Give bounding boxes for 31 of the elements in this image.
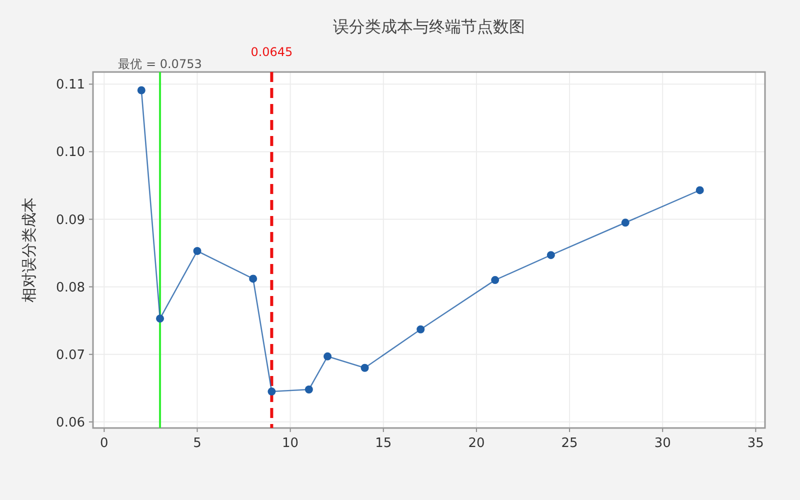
- y-tick-label: 0.09: [56, 212, 85, 228]
- y-tick-label: 0.06: [56, 415, 85, 430]
- x-tick-label: 15: [375, 436, 392, 451]
- x-tick-label: 20: [468, 436, 485, 451]
- x-tick-label: 25: [561, 436, 578, 451]
- point: [268, 388, 276, 396]
- x-tick-label: 5: [193, 436, 202, 451]
- text: 0.0645: [250, 45, 293, 59]
- x-tick-label: 10: [282, 436, 299, 451]
- point: [491, 276, 500, 284]
- point: [360, 364, 369, 372]
- point: [696, 186, 704, 194]
- y-axis-title: 相对误分类成本: [20, 198, 38, 302]
- point: [546, 251, 555, 260]
- point: [156, 314, 164, 323]
- y-tick-label: 0.10: [56, 145, 85, 160]
- text: 最优 = 0.0753: [118, 57, 202, 71]
- point: [249, 274, 258, 283]
- y-tick-label: 0.11: [56, 78, 85, 93]
- x-tick-label: 30: [654, 436, 671, 451]
- point: [324, 352, 332, 360]
- x-tick-label: 0: [100, 436, 108, 451]
- y-tick-label: 0.08: [56, 280, 85, 296]
- point: [304, 385, 313, 394]
- point: [416, 325, 425, 334]
- point: [137, 86, 146, 94]
- chart-title: 误分类成本与终端节点数图: [333, 17, 525, 36]
- y-tick-label: 0.07: [56, 348, 85, 363]
- point: [621, 218, 630, 227]
- x-tick-label: 35: [747, 436, 764, 451]
- point: [193, 247, 202, 256]
